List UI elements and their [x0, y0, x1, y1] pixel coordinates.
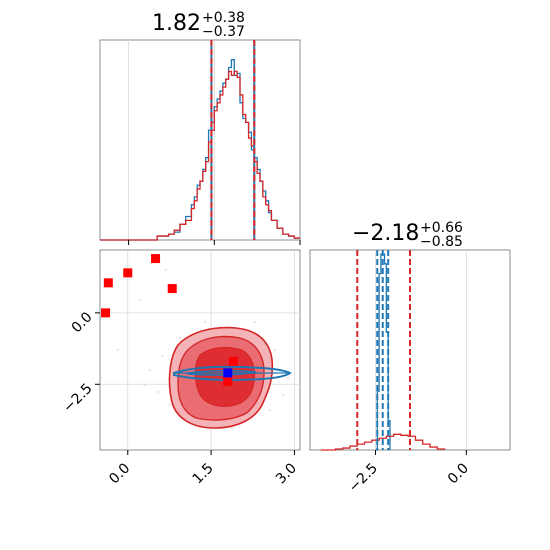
scatter-point-red: [167, 284, 177, 294]
hist-panel-1-series: [100, 59, 300, 241]
hist-panel-1-title-sub: −0.37: [202, 24, 245, 40]
hist-2-series-1: [320, 433, 446, 451]
scatter-point-red: [123, 268, 133, 278]
scatter-point-red: [228, 356, 238, 366]
hist-panel-1-title: 1.82: [152, 11, 201, 36]
scatter-point-red: [101, 308, 111, 318]
hist-panel-2: −2.5 0.0 −2.18 +0.66 −0.85: [309, 220, 511, 496]
scatter-point-red: [151, 254, 161, 264]
scatter-xtick-label: 1.5: [190, 460, 217, 487]
hist-panel-2-title-sup: +0.66: [420, 220, 463, 236]
scatter-point-blue: [223, 368, 233, 378]
scatter-xticks: 0.0 1.5 3.0: [106, 450, 300, 487]
hist-panel-1: 1.82 +0.38 −0.37: [99, 10, 301, 245]
scatter-point-red: [103, 278, 113, 288]
hist-panel-2-xticks: −2.5 0.0: [346, 450, 472, 496]
scatter-ytick-label: 0.0: [69, 309, 96, 336]
hist-panel-2-grid: [375, 250, 467, 450]
scatter-ytick-label: −2.5: [60, 381, 95, 416]
hist-2-xtick-label: 0.0: [445, 460, 472, 487]
hist-panel-1-quantiles: [210, 40, 256, 240]
hist-1-series-0: [100, 59, 300, 241]
scatter-point-red: [223, 376, 233, 386]
hist-2-xtick-label: −2.5: [346, 460, 381, 495]
blue-contour-inner: [187, 369, 257, 376]
scatter-xtick-label: 0.0: [106, 460, 133, 487]
scatter-points: [101, 254, 238, 386]
hist-panel-2-title: −2.18: [352, 221, 419, 246]
hist-1-series-1: [100, 70, 300, 241]
hist-panel-1-title-sup: +0.38: [202, 10, 245, 26]
hist-panel-2-title-sub: −0.85: [420, 234, 463, 250]
scatter-panel: 0.0 1.5 3.0 0.0 −2.5: [60, 249, 301, 487]
scatter-xtick-label: 3.0: [273, 460, 300, 487]
hist-panel-1-xticks: [128, 240, 301, 245]
scatter-yticks: 0.0 −2.5: [60, 309, 100, 416]
hist-panel-1-frame: [99, 39, 301, 241]
hist-panel-2-quantiles: [356, 250, 411, 450]
